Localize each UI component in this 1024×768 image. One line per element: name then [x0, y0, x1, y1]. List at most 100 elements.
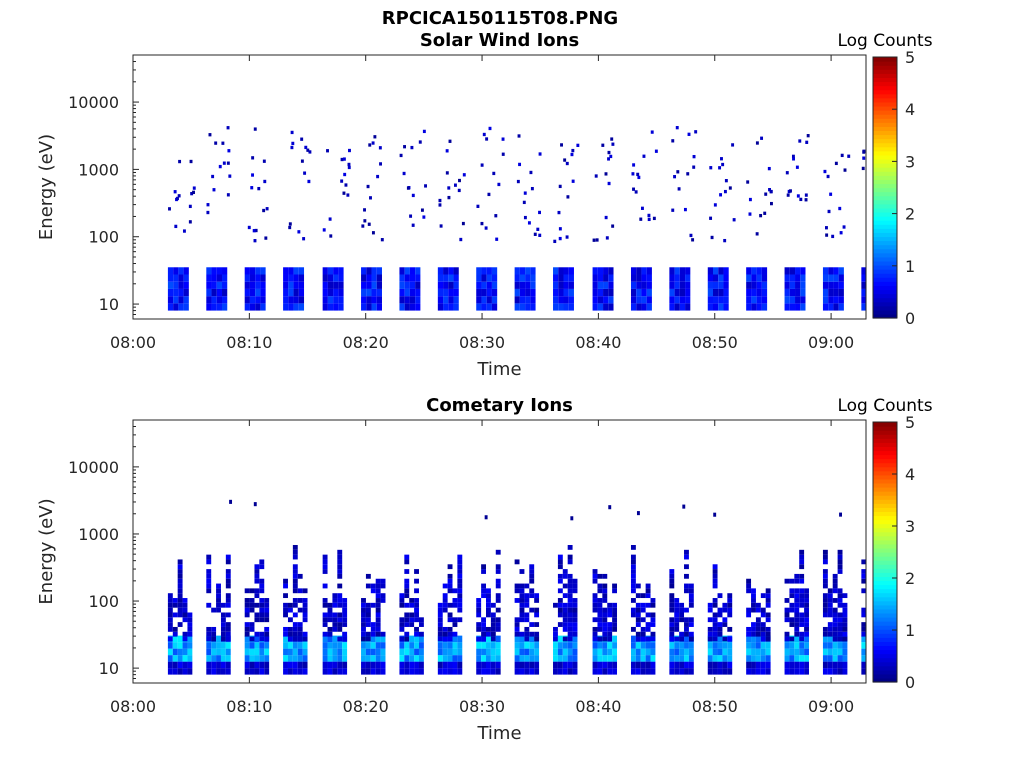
- heatmap-cell: [259, 661, 265, 669]
- heatmap-cell: [514, 267, 520, 275]
- heatmap-cell: [746, 303, 752, 311]
- heatmap-cell: [839, 231, 843, 235]
- heatmap-cell: [804, 668, 809, 675]
- heatmap-cell: [244, 274, 250, 282]
- heatmap-cell: [679, 636, 685, 642]
- x-tick-label: 08:00: [110, 697, 156, 716]
- heatmap-cell: [837, 668, 843, 675]
- heatmap-cell: [167, 626, 173, 632]
- heatmap-cell: [414, 598, 419, 603]
- heatmap-cell: [669, 598, 675, 603]
- heatmap-cell: [684, 622, 689, 627]
- heatmap-cell: [484, 226, 488, 230]
- heatmap-cell: [822, 648, 828, 656]
- heatmap-cell: [306, 148, 310, 152]
- heatmap-cell: [514, 635, 520, 643]
- heatmap-cell: [806, 134, 810, 138]
- colorbar-step: [873, 216, 897, 221]
- heatmap-cell: [297, 607, 303, 613]
- heatmap-cell: [409, 617, 415, 623]
- heatmap-cell: [684, 635, 689, 643]
- heatmap-cell: [861, 166, 865, 171]
- heatmap-cell: [375, 635, 381, 643]
- heatmap-cell: [789, 593, 795, 599]
- heatmap-cell: [592, 593, 598, 599]
- heatmap-cell: [530, 296, 536, 304]
- heatmap-cell: [337, 642, 343, 649]
- heatmap-cell: [669, 631, 675, 637]
- heatmap-cell: [457, 569, 463, 574]
- colorbar-step: [873, 474, 897, 480]
- colorbar-step: [873, 673, 897, 679]
- heatmap-cell: [645, 661, 651, 669]
- colorbar-step: [873, 422, 897, 427]
- heatmap-cell: [694, 130, 698, 134]
- heatmap-cell: [567, 593, 573, 599]
- heatmap-cell: [327, 617, 333, 623]
- heatmap-cell: [524, 617, 530, 623]
- heatmap-cell: [612, 602, 618, 608]
- heatmap-cell: [406, 186, 410, 190]
- heatmap-cell: [490, 655, 496, 662]
- heatmap-cell: [567, 554, 573, 560]
- heatmap-cell: [458, 178, 461, 183]
- heatmap-cell: [291, 141, 295, 146]
- heatmap-cell: [373, 135, 377, 139]
- heatmap-cell: [447, 636, 453, 642]
- heatmap-cell: [264, 668, 270, 675]
- heatmap-cell: [688, 622, 694, 627]
- heatmap-cell: [332, 622, 338, 627]
- heatmap-cell: [562, 655, 568, 662]
- heatmap-cell: [329, 234, 333, 238]
- heatmap-cell: [216, 274, 223, 282]
- heatmap-cell: [361, 602, 366, 608]
- heatmap-cell: [842, 612, 848, 618]
- heatmap-cell: [558, 184, 562, 189]
- heatmap-cell: [486, 631, 491, 637]
- heatmap-cell: [371, 303, 377, 311]
- heatmap-cell: [452, 622, 458, 627]
- heatmap-cell: [679, 631, 685, 637]
- heatmap-cell: [476, 612, 482, 618]
- heatmap-cell: [601, 143, 605, 147]
- heatmap-cell: [371, 274, 377, 282]
- heatmap-cell: [746, 607, 752, 613]
- heatmap-cell: [746, 267, 752, 275]
- heatmap-cell: [283, 274, 289, 282]
- heatmap-cell: [722, 668, 728, 675]
- heatmap-cell: [211, 274, 217, 282]
- heatmap-cell: [720, 157, 723, 161]
- heatmap-cell: [755, 622, 761, 627]
- heatmap-cell: [206, 655, 212, 662]
- heatmap-cell: [481, 564, 487, 570]
- heatmap-cell: [443, 281, 449, 289]
- heatmap-cell: [646, 274, 652, 282]
- heatmap-cell: [645, 612, 651, 618]
- heatmap-cell: [592, 274, 598, 282]
- heatmap-cell: [727, 607, 733, 613]
- colorbar-step: [873, 134, 897, 140]
- heatmap-cell: [630, 626, 636, 632]
- heatmap-cell: [486, 588, 491, 594]
- heatmap-cell: [370, 635, 376, 643]
- heatmap-cell: [707, 655, 713, 662]
- heatmap-cell: [799, 549, 805, 555]
- heatmap-cell: [254, 569, 260, 574]
- heatmap-cell: [361, 626, 366, 632]
- heatmap-cell: [717, 593, 723, 599]
- heatmap-cell: [519, 655, 525, 662]
- heatmap-cell: [861, 635, 866, 643]
- heatmap-cell: [784, 668, 790, 675]
- heatmap-cell: [568, 288, 574, 297]
- heatmap-cell: [288, 288, 294, 297]
- heatmap-cell: [827, 648, 833, 656]
- heatmap-cell: [562, 573, 568, 579]
- heatmap-cell: [326, 149, 329, 153]
- heatmap-cell: [283, 303, 289, 311]
- heatmap-cell: [519, 267, 526, 275]
- heatmap-cell: [332, 661, 338, 669]
- heatmap-cell: [727, 602, 733, 608]
- heatmap-cell: [288, 225, 292, 230]
